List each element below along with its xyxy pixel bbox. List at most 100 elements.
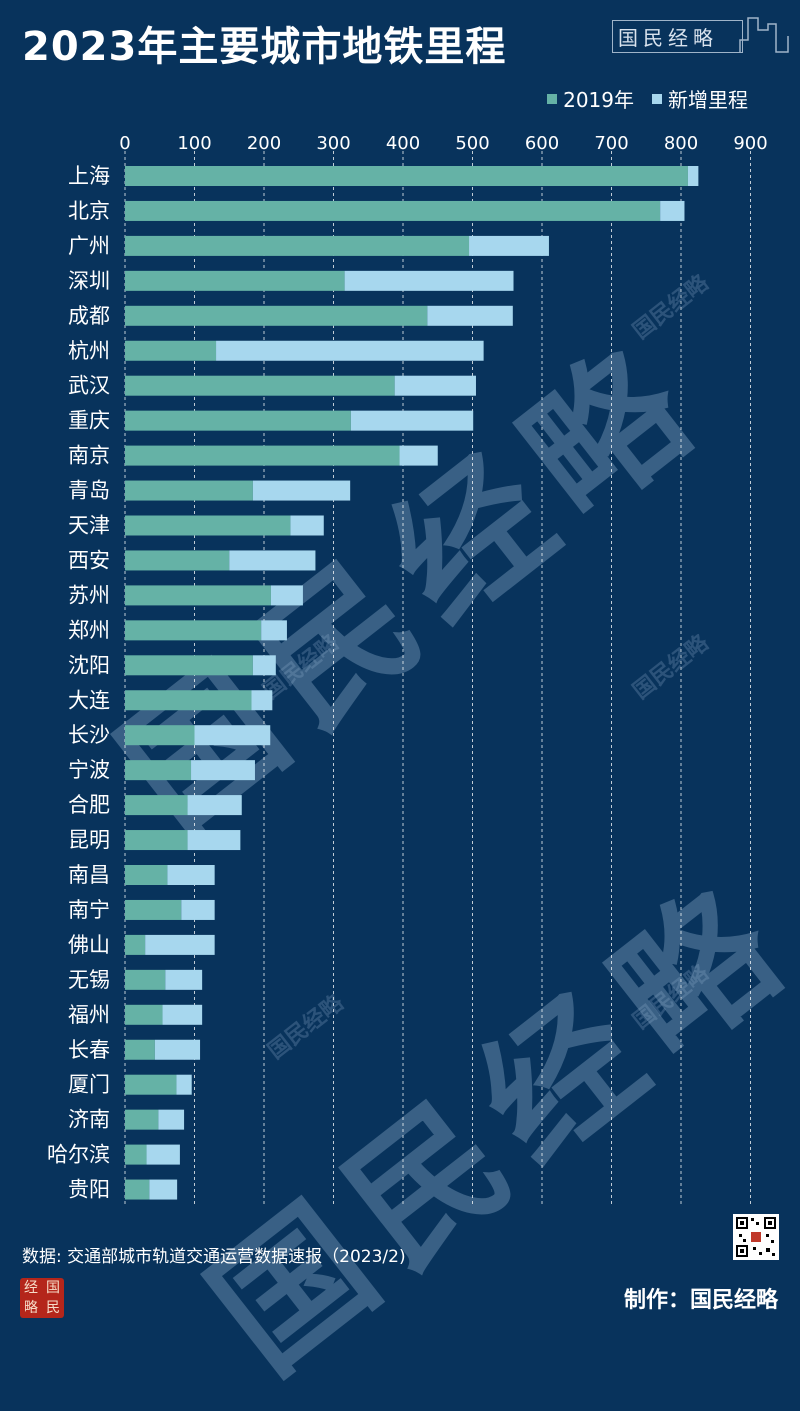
legend-swatch: [547, 93, 558, 104]
bar-new: [229, 550, 316, 571]
y-category-label: 北京: [68, 199, 110, 223]
x-tick-label: 900: [733, 133, 767, 154]
x-tick-label: 400: [386, 133, 420, 154]
bar-2019: [125, 830, 188, 851]
y-category-label: 厦门: [68, 1073, 110, 1097]
bar-new: [344, 270, 514, 291]
bar-new: [270, 585, 303, 606]
bar-new: [158, 1109, 185, 1130]
chart-title: 2023年主要城市地铁里程: [22, 24, 507, 70]
bar-2019: [125, 375, 395, 396]
bar-2019: [125, 725, 195, 746]
y-category-label: 西安: [68, 548, 110, 572]
bar-2019: [125, 1004, 163, 1025]
y-category-label: 昆明: [68, 828, 110, 852]
x-tick-label: 100: [177, 133, 211, 154]
y-category-label: 福州: [68, 1003, 110, 1027]
bar-new: [394, 375, 476, 396]
bar-2019: [125, 235, 470, 256]
bar-new: [187, 795, 242, 816]
maker-credit: 制作：国民经略: [623, 1288, 778, 1313]
bar-2019: [125, 620, 262, 641]
bar-2019: [125, 1144, 147, 1165]
bar-new: [167, 865, 215, 885]
brand-text: 国民经略: [618, 26, 718, 50]
bar-2019: [125, 166, 688, 186]
brand-seal-logo: 经 国 略 民: [20, 1278, 64, 1318]
bar-2019: [125, 480, 253, 501]
x-tick-label: 200: [247, 133, 281, 154]
bar-2019: [125, 969, 166, 990]
y-category-label: 济南: [68, 1108, 110, 1132]
logo-char: 略: [24, 1300, 38, 1316]
legend-item-2019: 2019年: [547, 84, 634, 113]
y-category-label: 大连: [68, 688, 110, 712]
y-category-label: 宁波: [68, 758, 110, 782]
bar-2019: [125, 899, 182, 920]
bar-new: [165, 969, 203, 990]
bar-2019: [125, 410, 351, 431]
legend-swatch: [652, 93, 662, 104]
bar-2019: [125, 690, 252, 711]
data-source: 数据: 交通部城市轨道交通运营数据速报（2023/2): [22, 1247, 406, 1267]
logo-char: 经: [24, 1280, 38, 1296]
bar-2019: [125, 550, 230, 571]
y-category-label: 长春: [68, 1038, 110, 1062]
y-category-label: 广州: [68, 234, 110, 258]
bar-new: [660, 200, 685, 221]
bar-2019: [125, 340, 217, 361]
x-tick-label: 600: [525, 133, 559, 154]
bar-2019: [125, 200, 661, 221]
y-category-label: 成都: [68, 304, 110, 328]
qr-code-icon: [733, 1214, 779, 1260]
bar-new: [145, 934, 215, 955]
y-category-label: 无锡: [68, 968, 110, 992]
bar-new: [469, 235, 549, 256]
y-category-label: 武汉: [68, 374, 110, 398]
y-category-label: 上海: [68, 164, 110, 188]
bar-new: [154, 1039, 201, 1060]
x-tick-label: 800: [664, 133, 698, 154]
bar-2019: [125, 1074, 177, 1095]
x-tick-label: 500: [455, 133, 489, 154]
bar-new: [191, 760, 255, 781]
bar-new: [290, 515, 324, 536]
y-category-label: 重庆: [68, 409, 110, 433]
bar-2019: [125, 585, 271, 606]
bar-new: [176, 1074, 192, 1095]
skyline-icon: [612, 17, 789, 53]
bar-new: [687, 166, 699, 186]
bar-new: [399, 445, 438, 466]
brand-logo: 国民经略: [612, 10, 792, 62]
bar-2019: [125, 760, 192, 781]
bar-chart: 0 100 200 300 400 500 600 700 800 900 上海北京广州深圳成都杭州…: [47, 133, 768, 1205]
logo-char: 民: [46, 1300, 60, 1316]
y-category-label: 青岛: [68, 479, 110, 503]
bar-new: [162, 1004, 203, 1025]
bar-2019: [125, 445, 400, 466]
bar-new: [251, 690, 273, 711]
legend-label: 新增里程: [668, 88, 748, 112]
bar-2019: [125, 515, 291, 536]
bar-new: [187, 830, 241, 851]
y-category-label: 南昌: [68, 863, 110, 887]
bar-2019: [125, 865, 168, 885]
bar-new: [350, 410, 474, 431]
y-category-label: 杭州: [68, 339, 110, 363]
bar-2019: [125, 1039, 155, 1060]
y-category-label: 南宁: [68, 898, 110, 922]
legend-label: 2019年: [563, 88, 634, 112]
bar-2019: [125, 270, 345, 291]
bar-2019: [125, 305, 428, 326]
legend-item-new: 新增里程: [652, 84, 748, 113]
y-category-label: 贵阳: [68, 1178, 110, 1202]
x-tick-label: 700: [594, 133, 628, 154]
y-category-label: 南京: [68, 444, 110, 468]
legend: 2019年 新增里程: [547, 84, 748, 113]
y-category-label: 沈阳: [68, 653, 110, 677]
bar-new: [194, 725, 271, 746]
y-category-label: 佛山: [68, 933, 110, 957]
y-category-label: 长沙: [68, 723, 110, 747]
bar-new: [146, 1144, 180, 1165]
y-category-label: 合肥: [68, 793, 110, 817]
